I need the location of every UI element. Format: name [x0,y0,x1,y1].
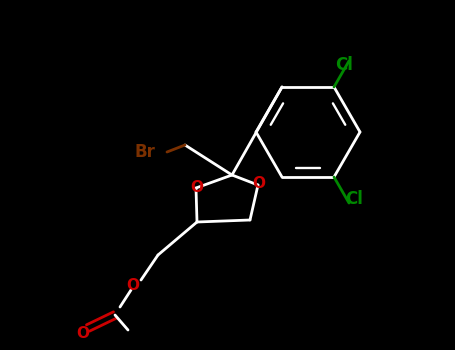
Text: O: O [76,327,90,342]
Text: O: O [253,175,266,190]
Text: Br: Br [135,143,156,161]
Text: Cl: Cl [345,190,363,208]
Text: O: O [126,278,140,293]
Text: O: O [191,180,203,195]
Text: Cl: Cl [335,56,353,74]
